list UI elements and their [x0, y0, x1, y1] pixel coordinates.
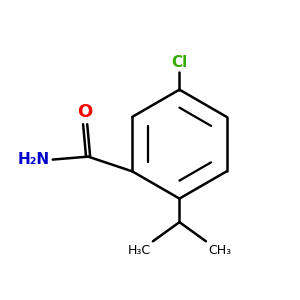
Text: O: O — [77, 103, 93, 121]
Text: CH₃: CH₃ — [208, 244, 231, 256]
Text: H₃C: H₃C — [128, 244, 151, 256]
Text: H₂N: H₂N — [18, 152, 50, 167]
Text: Cl: Cl — [171, 55, 188, 70]
